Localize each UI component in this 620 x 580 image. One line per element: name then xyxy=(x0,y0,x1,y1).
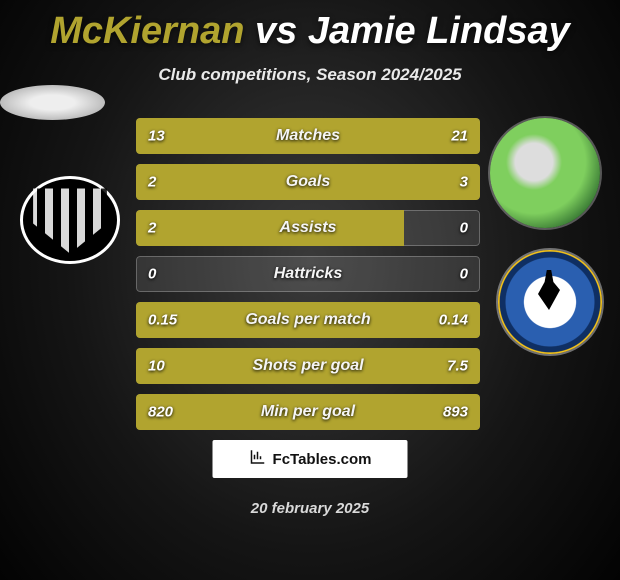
club-left-crest xyxy=(20,176,120,264)
stat-row: Matches13 21 xyxy=(136,118,480,154)
comparison-title: McKiernan vs Jamie Lindsay xyxy=(0,0,620,53)
stat-value-right: 3 xyxy=(460,174,468,191)
player-left-name: McKiernan xyxy=(50,10,244,52)
player-right-avatar xyxy=(490,118,600,228)
stat-label: Min per goal xyxy=(136,403,480,421)
stats-bars: Matches1321Goals23Assists20Hattricks00Go… xyxy=(136,118,480,440)
stat-value-right: 0.14 xyxy=(439,312,468,329)
stat-value-right: 21 xyxy=(451,128,468,145)
stat-value-left: 10 xyxy=(148,358,165,375)
stat-value-right: 893 xyxy=(443,404,468,421)
stat-row: Goals per match0.15 0.14 xyxy=(136,302,480,338)
stat-value-left: 13 xyxy=(148,128,165,145)
brand-footer[interactable]: FcTables.com xyxy=(213,440,408,478)
stat-label: Shots per goal xyxy=(136,357,480,375)
player-left-avatar xyxy=(0,85,105,120)
stat-value-left: 2 xyxy=(148,174,156,191)
stat-value-left: 2 xyxy=(148,220,156,237)
season-subtitle: Club competitions, Season 2024/2025 xyxy=(0,65,620,85)
stat-label: Goals per match xyxy=(136,311,480,329)
stat-value-left: 0.15 xyxy=(148,312,177,329)
stat-row: Shots per goal10 7.5 xyxy=(136,348,480,384)
stat-row: Goals2 3 xyxy=(136,164,480,200)
club-right-crest xyxy=(498,250,602,354)
stat-label: Assists xyxy=(136,219,480,237)
player-right-name: Jamie Lindsay xyxy=(308,10,570,52)
stat-label: Hattricks xyxy=(136,265,480,283)
stat-label: Matches xyxy=(136,127,480,145)
stat-value-right: 0 xyxy=(460,220,468,237)
stat-value-left: 0 xyxy=(148,266,156,283)
stat-row: Min per goal820 893 xyxy=(136,394,480,430)
vs-text: vs xyxy=(255,10,297,52)
stat-row: Assists2 0 xyxy=(136,210,480,246)
stat-value-left: 820 xyxy=(148,404,173,421)
brand-text: FcTables.com xyxy=(273,451,372,468)
chart-icon xyxy=(249,448,267,470)
stat-label: Goals xyxy=(136,173,480,191)
stat-value-right: 0 xyxy=(460,266,468,283)
stat-value-right: 7.5 xyxy=(447,358,468,375)
footer-date: 20 february 2025 xyxy=(0,500,620,517)
stat-row: Hattricks0 0 xyxy=(136,256,480,292)
